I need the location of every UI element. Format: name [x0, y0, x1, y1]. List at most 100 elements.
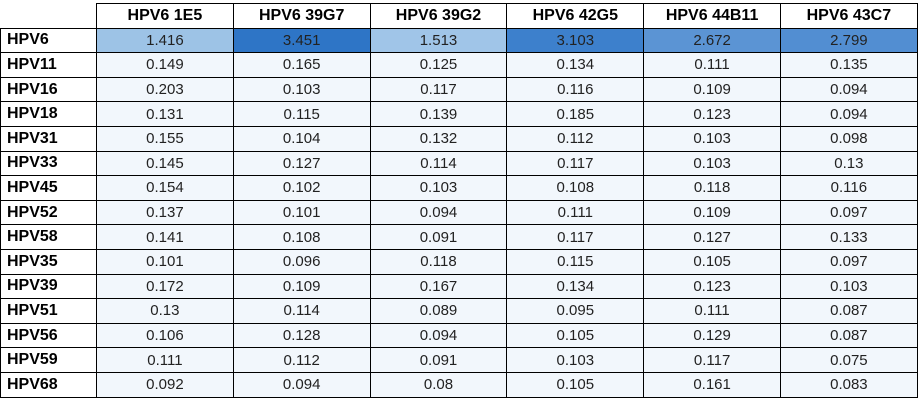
table-cell: 0.103: [779, 273, 918, 300]
table-row: HPV16 0.203 0.103 0.117 0.116 0.109 0.094: [0, 76, 918, 103]
table-cell: 0.118: [643, 175, 781, 201]
column-header: HPV6 39G2: [369, 3, 508, 29]
table-cell: 0.128: [232, 322, 371, 349]
row-header: HPV35: [0, 248, 97, 275]
table-row: HPV58 0.141 0.108 0.091 0.117 0.127 0.133: [0, 224, 918, 250]
table-cell: 0.117: [506, 224, 645, 250]
table-row: HPV18 0.131 0.115 0.139 0.185 0.123 0.094: [0, 101, 918, 127]
header-row: HPV6 1E5 HPV6 39G7 HPV6 39G2 HPV6 42G5 H…: [1, 3, 918, 29]
table-cell: 0.123: [643, 101, 781, 127]
table-cell: 0.114: [232, 298, 371, 324]
table-cell: 0.109: [643, 199, 781, 226]
row-header: HPV31: [0, 125, 97, 152]
table-cell: 0.098: [779, 125, 918, 152]
table-cell: 0.111: [96, 347, 234, 373]
table-cell: 0.135: [779, 52, 918, 78]
row-header: HPV16: [0, 76, 97, 103]
table-cell: 0.111: [643, 52, 781, 78]
table-cell: 0.101: [96, 248, 234, 275]
table-row: HPV33 0.145 0.127 0.114 0.117 0.103 0.13: [0, 150, 918, 177]
corner-cell: [1, 4, 97, 29]
table-cell: 0.087: [779, 298, 918, 324]
table-cell: 0.092: [96, 371, 234, 398]
table-cell: 0.108: [232, 224, 371, 250]
column-header: HPV6 1E5: [96, 3, 234, 29]
row-header: HPV56: [0, 322, 97, 349]
table-row: HPV52 0.137 0.101 0.094 0.111 0.109 0.097: [0, 199, 918, 226]
row-header: HPV52: [0, 199, 97, 226]
table-cell: 0.103: [643, 125, 781, 152]
column-header: HPV6 39G7: [232, 3, 371, 29]
row-header: HPV33: [0, 150, 97, 177]
table-cell: 0.185: [506, 101, 645, 127]
table-cell: 0.109: [232, 273, 371, 300]
table-cell: 0.154: [96, 175, 234, 201]
table-cell: 0.103: [506, 347, 645, 373]
table-row: HPV6 1.416 3.451 1.513 3.103 2.672 2.799: [0, 27, 918, 54]
table-cell: 0.104: [232, 125, 371, 152]
row-header: HPV18: [0, 101, 97, 127]
table-row: HPV45 0.154 0.102 0.103 0.108 0.118 0.116: [0, 175, 918, 201]
column-header: HPV6 43C7: [779, 3, 918, 29]
row-header: HPV6: [0, 27, 97, 54]
table-cell: 0.129: [643, 322, 781, 349]
table-cell: 0.097: [779, 199, 918, 226]
table-cell: 0.203: [96, 76, 234, 103]
row-header: HPV51: [0, 298, 97, 324]
table-cell: 0.097: [779, 248, 918, 275]
table-cell: 0.103: [369, 175, 508, 201]
table-cell: 0.172: [96, 273, 234, 300]
table-cell: 1.416: [96, 27, 234, 54]
table-cell: 3.103: [506, 27, 645, 54]
table-cell: 0.116: [506, 76, 645, 103]
table-cell: 0.083: [779, 371, 918, 398]
table-cell: 0.155: [96, 125, 234, 152]
table-cell: 0.089: [369, 298, 508, 324]
table-cell: 0.149: [96, 52, 234, 78]
table-cell: 0.167: [369, 273, 508, 300]
table-cell: 0.117: [506, 150, 645, 177]
table-row: HPV51 0.13 0.114 0.089 0.095 0.111 0.087: [0, 298, 918, 324]
table-cell: 0.132: [369, 125, 508, 152]
table-cell: 0.115: [506, 248, 645, 275]
table-cell: 0.105: [506, 322, 645, 349]
table-cell: 0.117: [643, 347, 781, 373]
column-header: HPV6 42G5: [506, 3, 645, 29]
table-cell: 0.094: [779, 76, 918, 103]
table-cell: 0.095: [506, 298, 645, 324]
table-cell: 2.799: [779, 27, 918, 54]
table-cell: 0.075: [779, 347, 918, 373]
table-row: HPV31 0.155 0.104 0.132 0.112 0.103 0.098: [0, 125, 918, 152]
table-cell: 0.111: [643, 298, 781, 324]
table-row: HPV68 0.092 0.094 0.08 0.105 0.161 0.083: [0, 371, 918, 398]
table-cell: 0.13: [779, 150, 918, 177]
table-cell: 0.141: [96, 224, 234, 250]
table-cell: 0.134: [506, 52, 645, 78]
table-cell: 0.117: [369, 76, 508, 103]
row-header: HPV11: [0, 52, 97, 78]
table-cell: 0.103: [643, 150, 781, 177]
table-row: HPV59 0.111 0.112 0.091 0.103 0.117 0.075: [0, 347, 918, 373]
table-cell: 0.102: [232, 175, 371, 201]
table-cell: 0.103: [232, 76, 371, 103]
table-cell: 0.087: [779, 322, 918, 349]
row-header: HPV59: [0, 347, 97, 373]
table-row: HPV11 0.149 0.165 0.125 0.134 0.111 0.135: [0, 52, 918, 78]
table-cell: 0.165: [232, 52, 371, 78]
table-cell: 0.091: [369, 224, 508, 250]
table-cell: 0.161: [643, 371, 781, 398]
table-cell: 0.134: [506, 273, 645, 300]
table-cell: 0.133: [779, 224, 918, 250]
table-cell: 0.145: [96, 150, 234, 177]
table-cell: 0.13: [96, 298, 234, 324]
table-cell: 0.112: [232, 347, 371, 373]
table-cell: 0.114: [369, 150, 508, 177]
table-cell: 3.451: [232, 27, 371, 54]
row-header: HPV39: [0, 273, 97, 300]
table-cell: 0.125: [369, 52, 508, 78]
table-cell: 0.096: [232, 248, 371, 275]
table-cell: 0.106: [96, 322, 234, 349]
table-cell: 0.127: [643, 224, 781, 250]
table-row: HPV35 0.101 0.096 0.118 0.115 0.105 0.097: [0, 248, 918, 275]
table-cell: 0.091: [369, 347, 508, 373]
